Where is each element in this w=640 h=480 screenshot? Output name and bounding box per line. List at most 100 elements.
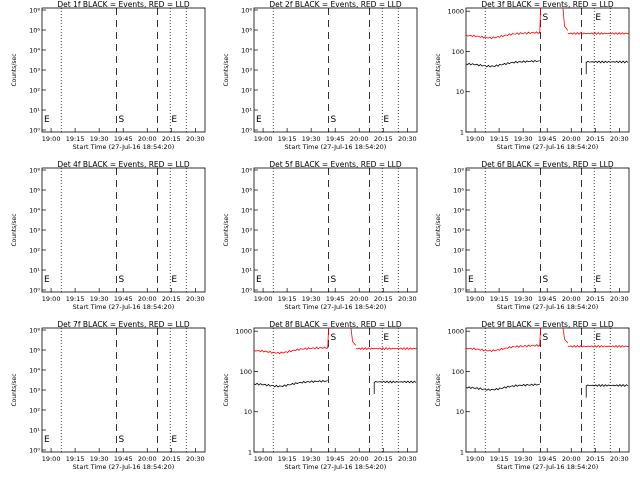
marker-s: S xyxy=(543,13,549,23)
series-events-pre xyxy=(465,383,540,392)
plot-frame xyxy=(41,167,206,293)
series-events-pre xyxy=(253,379,328,388)
x-tick-label: 19:30 xyxy=(90,455,109,463)
marker-e: E xyxy=(171,115,177,125)
series-lld-post xyxy=(355,347,417,351)
x-tick-label: 20:00 xyxy=(350,295,369,303)
y-axis-label: Counts/sec xyxy=(11,53,18,86)
panel-title: Det 7f BLACK = Events, RED = LLD xyxy=(57,320,190,329)
series-events-pre xyxy=(465,59,540,68)
x-tick-label: 19:30 xyxy=(302,135,321,143)
x-tick-label: 20:00 xyxy=(350,135,369,143)
marker-s: S xyxy=(119,115,125,125)
plot-frame xyxy=(253,327,418,453)
y-tick-label: 100 xyxy=(452,48,464,56)
marker-e-start: E xyxy=(256,275,262,285)
marker-e: E xyxy=(383,115,389,125)
series-lld-pre xyxy=(465,31,540,40)
marker-e: E xyxy=(595,13,601,23)
x-tick-label: 20:30 xyxy=(398,135,417,143)
x-tick-label: 19:45 xyxy=(538,295,557,303)
x-tick-label: 20:30 xyxy=(398,295,417,303)
panel-title: Det 6f BLACK = Events, RED = LLD xyxy=(481,160,614,169)
y-tick-label: 1000 xyxy=(235,328,252,336)
marker-s: S xyxy=(331,115,337,125)
y-axis-label: Counts/sec xyxy=(223,53,230,86)
panel-det-2: Det 2f BLACK = Events, RED = LLD Counts/s… xyxy=(223,0,418,151)
x-tick-label: 20:15 xyxy=(162,295,181,303)
panel-det-4: Det 4f BLACK = Events, RED = LLD Counts/s… xyxy=(11,160,206,311)
y-tick-label: 10⁶ xyxy=(29,27,40,35)
x-tick-label: 19:00 xyxy=(466,135,485,143)
marker-s: S xyxy=(543,275,549,285)
y-tick-label: 10⁸ xyxy=(241,167,252,175)
y-tick-label: 10 xyxy=(456,408,464,416)
x-tick-label: 19:15 xyxy=(490,455,509,463)
x-tick-label: 19:45 xyxy=(326,295,345,303)
x-tick-label: 19:30 xyxy=(514,295,533,303)
plot-frame xyxy=(253,167,418,293)
y-axis-label: Counts/sec xyxy=(223,373,230,406)
marker-s: S xyxy=(331,275,337,285)
panel-title: Det 1f BLACK = Events, RED = LLD xyxy=(57,0,190,9)
x-axis-label: Start Time (27-Jul-16 18:54:20) xyxy=(285,303,387,311)
marker-s: S xyxy=(119,275,125,285)
y-tick-label: 10⁰ xyxy=(241,287,252,295)
x-axis-label: Start Time (27-Jul-16 18:54:20) xyxy=(497,463,599,471)
y-tick-label: 10² xyxy=(29,247,40,255)
y-tick-label: 10 xyxy=(244,408,252,416)
y-tick-label: 10⁰ xyxy=(29,447,40,455)
x-tick-label: 19:00 xyxy=(254,455,273,463)
y-tick-label: 10 xyxy=(456,88,464,96)
y-axis-label: Counts/sec xyxy=(11,213,18,246)
marker-e-start: E xyxy=(468,275,474,285)
panel-title: Det 3f BLACK = Events, RED = LLD xyxy=(481,0,614,9)
x-tick-label: 19:00 xyxy=(254,295,273,303)
x-tick-label: 20:30 xyxy=(186,135,205,143)
x-tick-label: 19:15 xyxy=(278,295,297,303)
x-tick-label: 19:00 xyxy=(42,135,61,143)
series-events-post xyxy=(373,380,417,384)
x-tick-label: 19:15 xyxy=(66,455,85,463)
series-lld-fall xyxy=(350,327,357,346)
y-axis-label: Counts/sec xyxy=(223,213,230,246)
y-tick-label: 10³ xyxy=(453,227,464,235)
y-tick-label: 10⁴ xyxy=(29,47,40,55)
x-tick-label: 19:00 xyxy=(42,455,61,463)
series-lld-fall xyxy=(562,327,569,344)
series-lld-post xyxy=(567,32,629,35)
panel-title: Det 4f BLACK = Events, RED = LLD xyxy=(57,160,190,169)
y-tick-label: 10⁰ xyxy=(241,127,252,135)
x-tick-label: 20:00 xyxy=(562,455,581,463)
panel-det-9: Det 9f BLACK = Events, RED = LLD Counts/s… xyxy=(435,320,630,471)
x-tick-label: 20:15 xyxy=(374,455,393,463)
y-axis-label: Counts/sec xyxy=(435,53,442,86)
plot-frame xyxy=(41,7,206,133)
x-axis-label: Start Time (27-Jul-16 18:54:20) xyxy=(285,463,387,471)
panel-title: Det 8f BLACK = Events, RED = LLD xyxy=(269,320,402,329)
x-tick-label: 20:30 xyxy=(610,295,629,303)
x-tick-label: 20:15 xyxy=(162,135,181,143)
x-tick-label: 19:15 xyxy=(66,295,85,303)
x-tick-label: 19:45 xyxy=(114,295,133,303)
series-lld-post xyxy=(567,344,629,348)
x-tick-label: 19:45 xyxy=(326,135,345,143)
series-lld-pre xyxy=(465,344,540,353)
y-tick-label: 10¹ xyxy=(241,267,252,275)
y-tick-label: 10² xyxy=(241,247,252,255)
y-axis-label: Counts/sec xyxy=(11,373,18,406)
x-tick-label: 19:45 xyxy=(326,455,345,463)
y-tick-label: 10⁴ xyxy=(241,47,252,55)
x-tick-label: 20:30 xyxy=(610,455,629,463)
x-tick-label: 20:00 xyxy=(350,455,369,463)
x-tick-label: 20:15 xyxy=(162,455,181,463)
x-axis-label: Start Time (27-Jul-16 18:54:20) xyxy=(73,303,175,311)
y-tick-label: 10³ xyxy=(29,227,40,235)
plot-frame xyxy=(465,167,630,293)
x-tick-label: 20:30 xyxy=(398,455,417,463)
y-tick-label: 10⁴ xyxy=(241,207,252,215)
x-tick-label: 19:30 xyxy=(514,135,533,143)
y-tick-label: 10⁶ xyxy=(241,27,252,35)
marker-s: S xyxy=(119,435,125,445)
